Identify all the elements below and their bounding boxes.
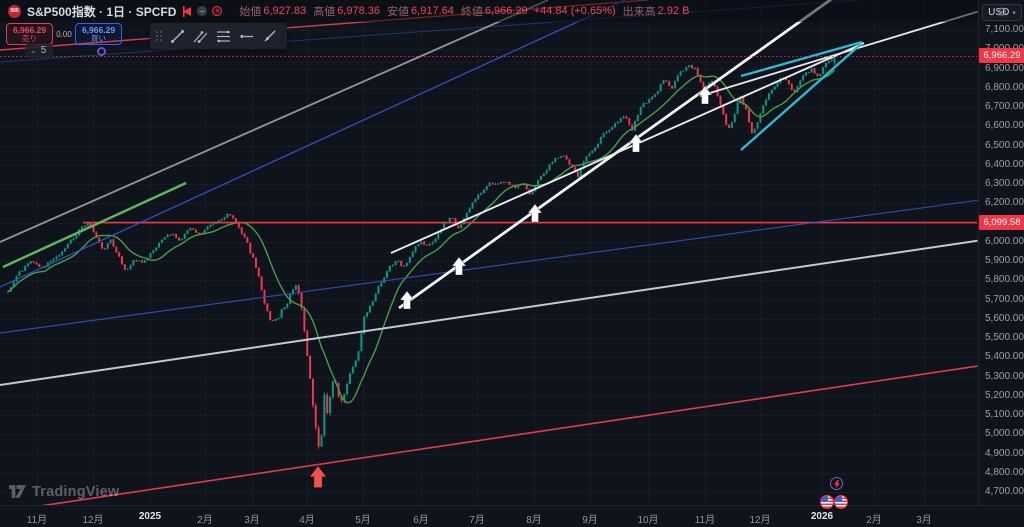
- horizontal-ray-icon[interactable]: [235, 25, 258, 47]
- price-tick: 5,700.00: [985, 293, 1024, 305]
- price-tick: 6,900.00: [985, 62, 1024, 74]
- time-tick: 11月: [26, 515, 48, 526]
- time-tick: 5月: [355, 515, 371, 526]
- time-tick: 6月: [413, 515, 429, 526]
- chevron-down-icon: ⌄: [30, 46, 37, 55]
- time-tick: 2月: [866, 515, 882, 526]
- ray-icon[interactable]: [258, 25, 281, 47]
- price-tick: 7,100.00: [985, 24, 1024, 35]
- price-tick: 5,400.00: [985, 351, 1024, 363]
- low-label: 安値: [387, 6, 410, 18]
- sell-button[interactable]: 6,966.29 売り: [6, 23, 53, 45]
- level-price-badge[interactable]: 6,099.58: [979, 215, 1024, 231]
- flag-icon[interactable]: [182, 5, 192, 17]
- trend-line-icon[interactable]: [166, 25, 189, 47]
- ohlc-readout: 始値 6,927.83 高値 6,978.36 安値 6,917.64 終値 6,966…: [232, 3, 689, 19]
- high-value: 6,978.36: [337, 5, 381, 17]
- price-axis[interactable]: USD ▾ 7,100.007,000.006,900.006,800.006,…: [978, 0, 1024, 505]
- indicator-count: 5: [40, 45, 47, 56]
- hide-indicators-icon[interactable]: –: [197, 6, 208, 16]
- price-tick: 6,700.00: [985, 101, 1024, 112]
- price-tick: 6,800.00: [985, 81, 1024, 93]
- parallel-channel-icon[interactable]: [189, 25, 212, 47]
- time-tick: 2026: [810, 511, 834, 522]
- currency-label: USD: [988, 7, 1010, 18]
- price-tick: 5,500.00: [985, 332, 1024, 343]
- time-tick: 10月: [637, 515, 659, 526]
- sell-label: 売り: [22, 33, 37, 43]
- indicator-list-icon[interactable]: ≡: [212, 6, 223, 16]
- price-tick: 5,900.00: [985, 255, 1024, 266]
- fib-retracement-icon[interactable]: [212, 25, 235, 47]
- volume-label: 出来高: [622, 6, 656, 18]
- price-tick: 4,800.00: [985, 466, 1024, 478]
- price-tick: 5,200.00: [985, 389, 1024, 401]
- close-label: 終値: [460, 6, 483, 18]
- price-tick: 4,900.00: [985, 447, 1024, 459]
- drawing-toolbar: [150, 23, 287, 49]
- close-value: 6,966.29: [484, 5, 528, 17]
- price-tick: 5,800.00: [985, 274, 1024, 286]
- indicator-legend: ⌄ 5: [25, 44, 107, 58]
- price-tick: 6,500.00: [985, 139, 1024, 151]
- us-flag-event-icon[interactable]: [834, 495, 848, 509]
- price-tick: 6,200.00: [985, 197, 1024, 209]
- sell-price: 6,966.29: [12, 24, 47, 35]
- volume-value: 2.92 B: [657, 5, 690, 17]
- indicators-collapsed-toggle[interactable]: ⌄ 5: [25, 44, 54, 58]
- time-tick: 3月: [244, 515, 260, 526]
- time-tick: 7月: [469, 515, 485, 526]
- time-tick: 8月: [526, 515, 542, 526]
- low-value: 6,917.64: [411, 5, 454, 17]
- price-tick: 6,600.00: [985, 120, 1024, 132]
- time-tick: 11月: [694, 515, 716, 526]
- high-label: 高値: [313, 6, 336, 18]
- symbol-logo[interactable]: 500: [8, 4, 21, 18]
- price-tick: 6,000.00: [985, 235, 1024, 247]
- us-flag-event-icon[interactable]: [820, 495, 834, 509]
- price-tick: 4,700.00: [985, 486, 1024, 497]
- drag-handle-icon[interactable]: [156, 31, 162, 41]
- buy-button[interactable]: 6,966.29 買い: [75, 23, 122, 45]
- earnings-bolt-icon[interactable]: [830, 477, 843, 490]
- time-tick: 3月: [916, 515, 932, 526]
- price-tick: 5,000.00: [985, 428, 1024, 440]
- buy-label: 買い: [91, 33, 106, 43]
- open-label: 始値: [239, 6, 262, 18]
- time-tick: 12月: [749, 515, 771, 526]
- time-tick: 9月: [582, 515, 598, 526]
- buy-price: 6,966.29: [81, 24, 116, 35]
- time-tick: 4月: [299, 515, 315, 526]
- time-tick: 2月: [197, 515, 213, 526]
- price-tick: 5,600.00: [985, 312, 1024, 324]
- time-axis[interactable]: 11月 12月 2025 2月 3月 4月 5月 6月 7月 8月 9月 10月 11月 12月 2026 2…: [0, 505, 1024, 527]
- price-tick: 6,300.00: [985, 178, 1024, 189]
- time-tick: 12月: [82, 515, 104, 526]
- price-tick: 6,400.00: [985, 158, 1024, 170]
- price-tick: 5,300.00: [985, 370, 1024, 382]
- price-tick: 5,100.00: [985, 409, 1024, 420]
- time-tick: 2025: [138, 511, 162, 522]
- currency-button[interactable]: USD ▾: [982, 4, 1022, 21]
- spread-value: 0.00: [56, 29, 72, 39]
- current-price-badge[interactable]: 6,966.29: [979, 48, 1024, 64]
- axis-settings-gear-icon[interactable]: ⚙: [996, 5, 1008, 19]
- indicator-status-ring-icon[interactable]: [97, 46, 107, 56]
- open-value: 6,927.83: [263, 5, 307, 17]
- change-value: +44.84 (+0.65%): [533, 5, 616, 17]
- symbol-title[interactable]: S&P500指数 · 1日 · SPCFD: [27, 4, 177, 19]
- chevron-down-icon: ▾: [1012, 9, 1016, 17]
- trade-panel: 6,966.29 売り 0.00 6,966.29 買い: [6, 23, 122, 45]
